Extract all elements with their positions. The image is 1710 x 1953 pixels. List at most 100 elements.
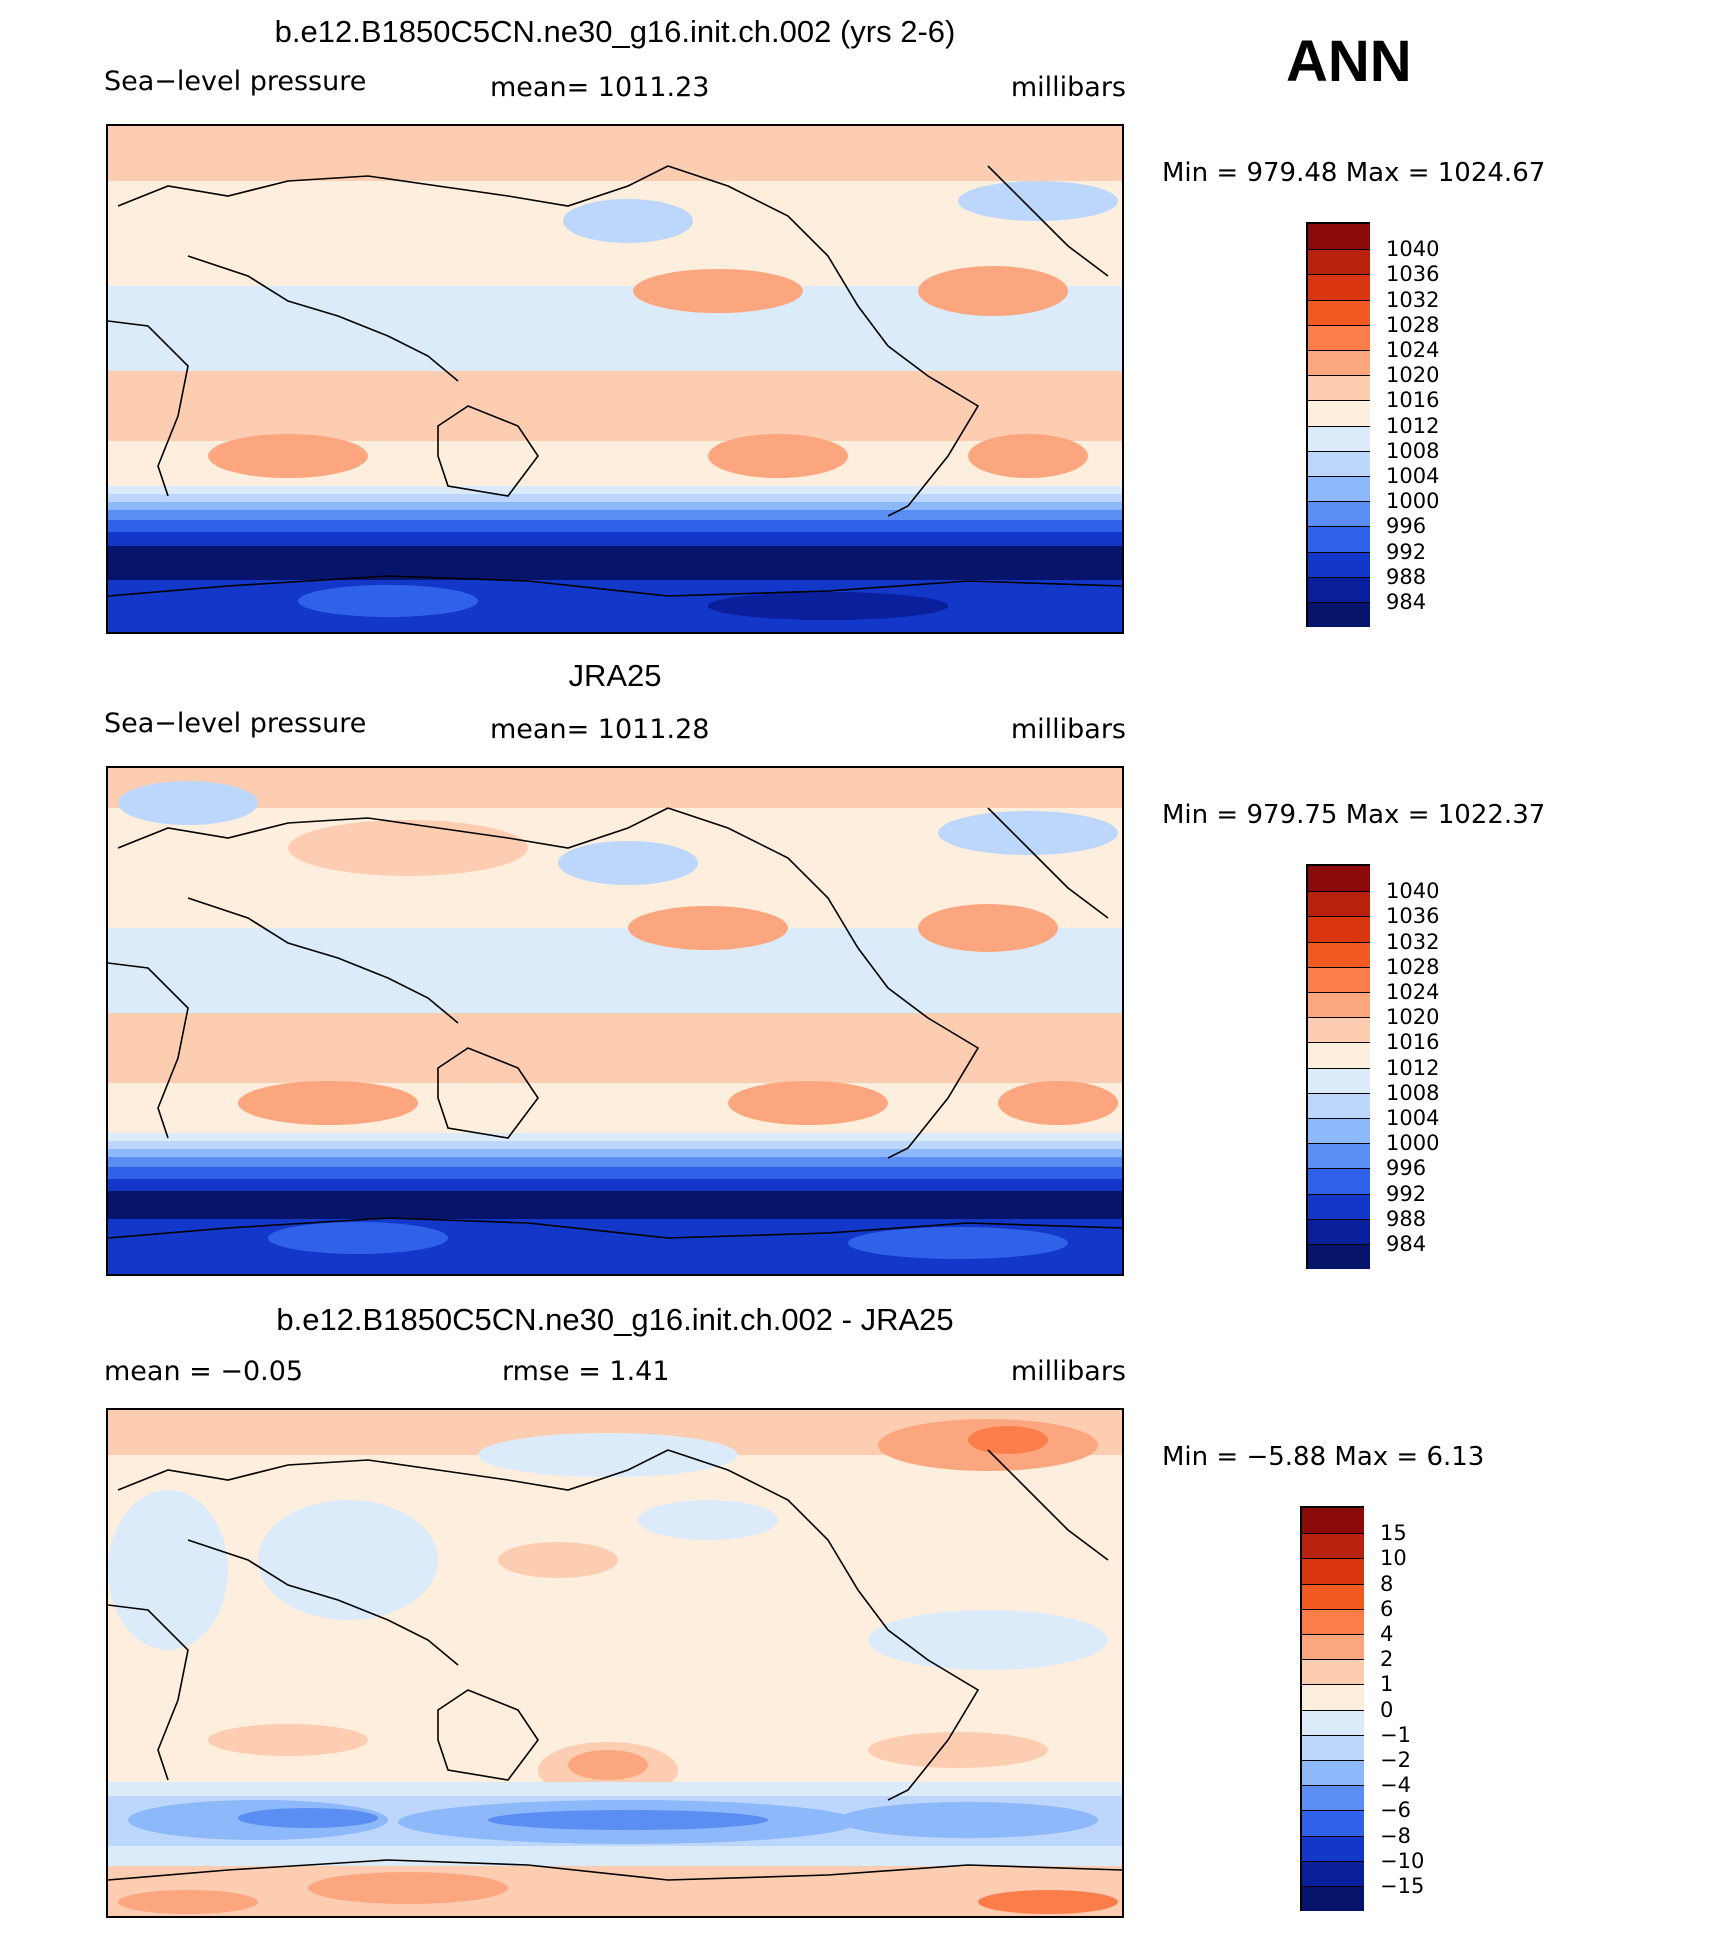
legend-level-label: 996 (1386, 514, 1427, 539)
color-bar (1300, 1506, 1364, 1912)
contour-field (108, 768, 1122, 1274)
color-swatch (1308, 350, 1370, 376)
color-swatch (1308, 1193, 1370, 1219)
contour-field (108, 1410, 1122, 1916)
legend-level-label: 1016 (1386, 388, 1440, 413)
mean-label: mean= 1011.23 (490, 72, 710, 103)
color-swatch (1308, 1092, 1370, 1118)
color-swatch (1308, 324, 1370, 350)
legend-level-label: −4 (1380, 1773, 1411, 1798)
color-swatch (1308, 375, 1370, 401)
color-swatch (1302, 1860, 1364, 1886)
color-swatch (1308, 274, 1370, 300)
legend-level-label: −8 (1380, 1823, 1411, 1848)
legend-level-label: −6 (1380, 1798, 1411, 1823)
color-swatch (1308, 400, 1370, 426)
legend-level-label: −10 (1380, 1848, 1425, 1873)
legend-level-label: 0 (1380, 1697, 1394, 1722)
min-max-label: Min = 979.75 Max = 1022.37 (1162, 800, 1546, 830)
legend-level-label: 1020 (1386, 363, 1440, 388)
units-label: millibars (1010, 1356, 1126, 1387)
legend-level-label: 1028 (1386, 954, 1440, 979)
color-swatch (1302, 1583, 1364, 1609)
color-swatch (1308, 602, 1370, 628)
mean-label: mean = −0.05 (104, 1356, 304, 1387)
color-bar (1306, 222, 1370, 628)
legend-level-label: 1036 (1386, 262, 1440, 287)
color-swatch (1308, 249, 1370, 275)
legend-level-label: 1000 (1386, 1131, 1440, 1156)
color-swatch (1308, 941, 1370, 967)
color-swatch (1308, 425, 1370, 451)
color-swatch (1302, 1709, 1364, 1735)
legend-level-label: 992 (1386, 539, 1427, 564)
panel-title: b.e12.B1850C5CN.ne30_g16.init.ch.002 - J… (276, 1302, 954, 1337)
color-swatch (1302, 1734, 1364, 1760)
legend-level-label: 1008 (1386, 438, 1440, 463)
sea-level-pressure-map (106, 766, 1124, 1276)
legend-level-label: 988 (1386, 564, 1427, 589)
legend-level-label: 992 (1386, 1181, 1427, 1206)
color-swatch (1302, 1684, 1364, 1710)
color-swatch (1302, 1785, 1364, 1811)
color-swatch (1302, 1608, 1364, 1634)
units-label: millibars (1010, 72, 1126, 103)
legend-level-label: 1040 (1386, 879, 1440, 904)
panel-title: b.e12.B1850C5CN.ne30_g16.init.ch.002 (yr… (274, 14, 956, 49)
legend-level-label: 996 (1386, 1156, 1427, 1181)
difference-map (106, 1408, 1124, 1918)
color-swatch (1308, 1067, 1370, 1093)
min-max-label: Min = −5.88 Max = 6.13 (1162, 1442, 1485, 1472)
legend-level-label: 1032 (1386, 929, 1440, 954)
contour-field (108, 126, 1122, 632)
color-swatch (1302, 1886, 1364, 1912)
legend-level-label: 984 (1386, 1232, 1427, 1256)
color-bar (1306, 864, 1370, 1270)
legend-level-label: 1024 (1386, 980, 1440, 1004)
color-swatch (1302, 1835, 1364, 1861)
color-swatch (1308, 1042, 1370, 1068)
legend-level-label: 1028 (1386, 312, 1440, 337)
legend-level-label: −2 (1380, 1748, 1411, 1772)
legend-level-label: 6 (1380, 1596, 1394, 1621)
color-swatch (1308, 1218, 1370, 1244)
color-swatch (1308, 992, 1370, 1018)
color-swatch (1308, 1168, 1370, 1194)
legend-level-label: −15 (1380, 1874, 1425, 1898)
legend-level-label: 1004 (1386, 464, 1440, 488)
color-swatch (1308, 891, 1370, 917)
legend-level-label: 1012 (1386, 1055, 1440, 1080)
legend-level-label: 984 (1386, 590, 1427, 614)
units-label: millibars (1010, 714, 1126, 745)
panel-title: JRA25 (568, 658, 662, 693)
legend-level-label: 1000 (1386, 489, 1440, 514)
legend-level-label: 1036 (1386, 904, 1440, 929)
legend-level-label: 4 (1380, 1622, 1394, 1646)
legend-level-label: 1 (1380, 1672, 1394, 1697)
color-swatch (1308, 450, 1370, 476)
legend-level-label: 1012 (1386, 413, 1440, 438)
color-swatch (1308, 299, 1370, 325)
legend-level-label: 8 (1380, 1571, 1394, 1596)
color-swatch (1302, 1760, 1364, 1786)
color-swatch (1308, 224, 1370, 250)
color-swatch (1308, 1118, 1370, 1144)
legend-level-label: 988 (1386, 1206, 1427, 1231)
color-swatch (1308, 866, 1370, 892)
legend-level-label: 10 (1380, 1546, 1407, 1571)
legend-level-label: 1008 (1386, 1080, 1440, 1105)
color-swatch (1308, 576, 1370, 602)
color-swatch (1302, 1508, 1364, 1534)
variable-label: Sea−level pressure (104, 66, 367, 97)
legend-level-label: 1032 (1386, 287, 1440, 312)
mean-label: mean= 1011.28 (490, 714, 710, 745)
color-swatch (1308, 916, 1370, 942)
legend-level-label: 1020 (1386, 1005, 1440, 1030)
color-swatch (1308, 1244, 1370, 1270)
color-swatch (1308, 551, 1370, 577)
color-swatch (1302, 1810, 1364, 1836)
color-swatch (1308, 1017, 1370, 1043)
color-swatch (1302, 1558, 1364, 1584)
color-swatch (1302, 1533, 1364, 1559)
color-swatch (1308, 1143, 1370, 1169)
